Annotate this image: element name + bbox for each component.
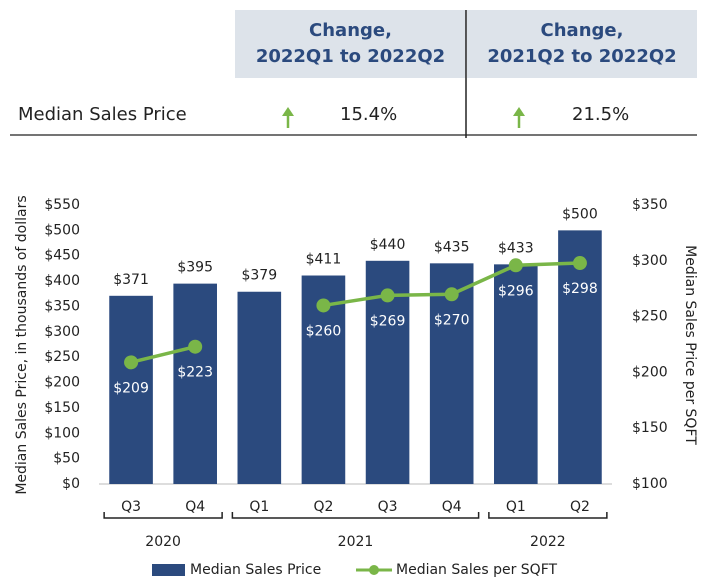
line-value-label: $296 — [498, 283, 534, 299]
line-value-label: $260 — [306, 323, 342, 339]
bar — [173, 283, 217, 484]
x-tick-label: Q3 — [378, 499, 398, 515]
y-tick-label: $500 — [44, 222, 80, 238]
bar — [558, 230, 602, 484]
bar-value-label: $500 — [562, 206, 598, 222]
y2-tick-label: $300 — [632, 253, 668, 269]
y2-tick-label: $100 — [632, 476, 668, 492]
group-bracket — [488, 512, 608, 519]
y-tick-label: $50 — [53, 451, 80, 467]
line-point — [572, 256, 587, 271]
y-tick-label: $400 — [44, 273, 80, 289]
group-label: 2021 — [338, 534, 374, 550]
x-tick-label: Q4 — [442, 499, 462, 515]
x-tick-label: Q2 — [570, 499, 590, 515]
bar-value-label: $435 — [434, 239, 470, 255]
line-point — [444, 287, 459, 302]
line-point — [508, 258, 523, 273]
bar — [109, 295, 153, 484]
y-tick-label: $250 — [44, 349, 80, 365]
cell: 21.5% — [572, 104, 630, 125]
bar-value-label: $371 — [113, 272, 149, 288]
bar — [237, 291, 282, 484]
line-value-label: $223 — [177, 365, 213, 381]
group-label: 2022 — [530, 534, 566, 550]
legend-label: Median Sales per SQFT — [396, 562, 558, 578]
line-value-label: $298 — [562, 281, 598, 297]
bar-value-label: $395 — [177, 260, 213, 276]
y2-tick-label: $350 — [632, 197, 668, 213]
line-point — [188, 339, 203, 354]
y2-tick-label: $150 — [632, 420, 668, 436]
y2-tick-label: $250 — [632, 309, 668, 325]
bar — [494, 264, 538, 484]
line-point — [316, 298, 331, 313]
legend-swatch — [369, 565, 379, 575]
x-tick-label: Q1 — [506, 499, 526, 515]
bar-value-label: $433 — [498, 240, 534, 256]
group-bracket — [231, 512, 480, 519]
column-header: Change, 2021Q2 to 2022Q2 — [467, 10, 697, 78]
bar-value-label: $440 — [370, 237, 406, 253]
y-tick-label: $350 — [44, 298, 80, 314]
y-tick-label: $200 — [44, 375, 80, 391]
y-axis-title: Median Sales Price, in thousands of doll… — [14, 195, 30, 494]
up-arrows — [282, 107, 525, 128]
y-tick-label: $450 — [44, 248, 80, 264]
y-tick-label: $550 — [44, 197, 80, 213]
y-tick-label: $150 — [44, 400, 80, 416]
y-tick-label: $300 — [44, 324, 80, 340]
column-header: Change, 2022Q1 to 2022Q2 — [235, 10, 466, 78]
line-point — [380, 288, 395, 303]
line-value-label: $270 — [434, 312, 470, 328]
group-bracket — [103, 512, 223, 519]
bar-value-label: $379 — [241, 268, 277, 284]
y-tick-label: $0 — [62, 476, 80, 492]
bar-value-label: $411 — [306, 252, 342, 268]
line-value-label: $209 — [113, 380, 149, 396]
y-tick-label: $100 — [44, 425, 80, 441]
y2-tick-label: $200 — [632, 364, 668, 380]
legend-swatch — [152, 564, 185, 576]
group-label: 2020 — [145, 534, 181, 550]
y2-axis-title: Median Sales Price per SQFT — [682, 245, 698, 445]
line-point — [124, 355, 139, 370]
row-label: Median Sales Price — [18, 104, 187, 125]
x-tick-label: Q3 — [121, 499, 141, 515]
x-tick-label: Q4 — [185, 499, 205, 515]
x-tick-label: Q2 — [313, 499, 333, 515]
line-value-label: $269 — [370, 313, 406, 329]
cell: 15.4% — [340, 104, 398, 125]
legend-label: Median Sales Price — [190, 562, 321, 578]
x-tick-label: Q1 — [249, 499, 269, 515]
